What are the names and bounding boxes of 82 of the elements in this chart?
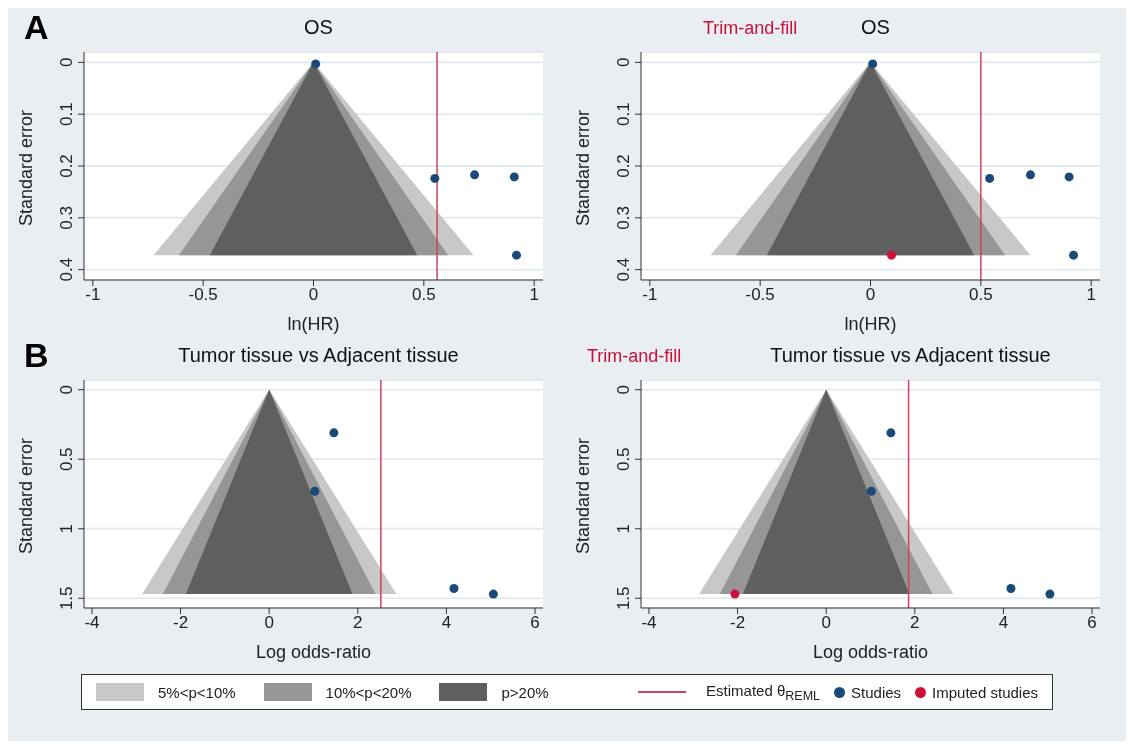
y-tick-label: 0.4 [614,257,633,282]
point [512,250,522,260]
y-tick-label: 0.5 [57,447,76,472]
y-tick-label: 0.3 [57,206,76,230]
point [868,59,878,69]
y-tick-label: 0.3 [614,206,633,230]
x-tick-label: 4 [441,613,452,633]
point [886,428,896,438]
text: Trim-and-fill [703,18,798,39]
x-tick-label: -1 [642,285,658,305]
point [430,173,440,183]
y-axis-title: Standard error [16,437,37,554]
point [1025,170,1035,180]
point [1069,250,1079,260]
x-axis-title: ln(HR) [844,314,897,334]
text: A [24,8,49,47]
y-axis-title: Standard error [573,437,594,554]
x-tick-label: -1 [85,285,101,305]
x-tick-label: -4 [84,613,100,633]
x-tick-label: 0.5 [412,285,436,305]
x-tick-label: 0 [865,285,876,305]
y-tick-label: 0 [614,57,633,68]
legend-label: 5%<p<10% [158,683,236,701]
x-axis-title: Log odds-ratio [255,642,372,662]
x-tick-label: -2 [730,613,746,633]
x-axis-title: ln(HR) [287,314,340,334]
point [730,589,740,599]
legend-label: Imputed studies [932,683,1038,701]
x-tick-label: -4 [641,613,657,633]
point [509,172,519,182]
point [1006,584,1016,594]
point [311,59,321,69]
x-tick-label: -0.5 [745,285,775,305]
point [1045,589,1055,599]
legend-label: Estimated θ$_{REML}$ [706,681,821,703]
text: Trim-and-fill [587,346,682,367]
y-tick-label: 0 [614,385,633,395]
chart-title: Tumor tissue vs Adjacent tissue [178,344,459,366]
x-tick-label: 1 [529,285,539,305]
x-tick-label: 2 [353,613,363,633]
legend-label: Studies [851,683,902,701]
y-tick-label: 0.1 [57,102,76,126]
point [488,589,498,599]
point [449,584,459,594]
x-tick-label: -0.5 [188,285,218,305]
point [886,250,896,260]
y-tick-label: 0 [57,57,76,68]
x-tick-label: 0.5 [969,285,993,305]
chart-title: Tumor tissue vs Adjacent tissue [770,344,1051,366]
x-tick-label: 4 [998,613,1009,633]
y-tick-label: 1.5 [57,586,76,611]
y-tick-label: 1 [614,524,633,534]
x-tick-label: 6 [1087,613,1097,633]
y-tick-label: 0.2 [57,154,76,178]
x-tick-label: 1 [1086,285,1096,305]
y-axis-title: Standard error [573,109,594,226]
point [470,170,480,180]
point [1064,172,1074,182]
point [866,486,876,496]
y-tick-label: 0.5 [614,447,633,472]
x-tick-label: 6 [530,613,540,633]
x-axis-title: Log odds-ratio [812,642,929,662]
x-tick-label: 0 [264,613,274,633]
x-tick-label: -2 [173,613,189,633]
y-tick-label: 0.2 [614,154,633,178]
legend-label: p>20% [501,683,549,701]
chart-title: OS [861,16,890,38]
x-tick-label: 2 [910,613,920,633]
point [985,173,995,183]
y-tick-label: 0.1 [614,102,633,126]
legend-label: 10%<p<20% [325,683,412,701]
text: B [24,336,49,375]
x-tick-label: 0 [821,613,831,633]
y-tick-label: 1.5 [614,586,633,611]
y-tick-label: 1 [57,524,76,534]
y-tick-label: 0.4 [57,257,76,282]
chart-title: OS [304,16,333,38]
y-axis-title: Standard error [16,109,37,226]
x-tick-label: 0 [308,285,319,305]
y-tick-label: 0 [57,385,76,395]
point [329,428,339,438]
point [310,486,320,496]
